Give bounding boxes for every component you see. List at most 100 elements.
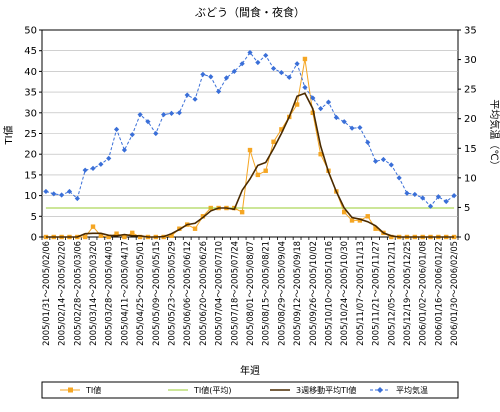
legend-label: 3週移動平均TI値	[296, 385, 356, 395]
x-tick-label: 2005/05/09～2005/05/15	[151, 241, 161, 346]
left-tick-label: 0	[31, 233, 37, 244]
temperature-point	[451, 193, 457, 199]
y-axis-right-label: 平均気温（℃）	[488, 99, 500, 170]
x-tick-label: 2005/11/21～2005/11/27	[371, 241, 381, 346]
x-tick-label: 2005/09/12～2005/09/18	[292, 241, 302, 346]
x-tick-label: 2005/08/29～2005/09/04	[276, 241, 286, 346]
ti-point	[341, 209, 347, 215]
right-tick-label: 30	[464, 55, 477, 66]
legend-box	[41, 381, 459, 399]
temperature-point	[239, 61, 245, 67]
right-tick-label: 10	[464, 173, 477, 184]
temperature-point	[113, 126, 120, 132]
ti-point	[200, 214, 206, 219]
x-tick-label: 2005/08/15～2005/08/21	[261, 241, 271, 346]
temperature-point	[294, 61, 300, 67]
ti-point	[279, 127, 284, 132]
temperature-point	[216, 88, 222, 95]
legend-items: TI値 TI値(平均) 3週移動平均TI値 平均気温	[60, 385, 428, 395]
temperature-point	[420, 195, 426, 201]
legend-label: 平均気温	[396, 385, 428, 395]
x-tick-label: 2005/01/31～2005/02/06	[41, 241, 51, 346]
temperature-point	[255, 59, 261, 66]
series-line-3-ti-	[45, 92, 455, 238]
x-tick-label: 2005/02/14～2005/02/20	[57, 241, 67, 346]
x-tick-label: 2005/02/28～2005/03/06	[72, 241, 82, 346]
temperature-point	[302, 84, 308, 90]
x-tick-label: 2005/06/20～2005/06/26	[198, 241, 208, 346]
x-tick-label: 2005/09/26～2005/10/02	[308, 241, 318, 346]
ti-point	[106, 234, 111, 240]
x-axis-ticks: 2005/01/31～2005/02/06 2005/02/14～2005/02/…	[41, 237, 459, 346]
ti-point	[365, 214, 370, 219]
temperature-point	[318, 106, 324, 112]
temperature-point	[443, 198, 449, 205]
temperature-point	[404, 190, 410, 196]
ti-point	[169, 233, 174, 238]
x-tick-label: 2005/06/06～2005/06/12	[182, 241, 192, 346]
temperature-point	[349, 125, 355, 131]
ti-point	[137, 234, 143, 240]
right-tick-label: 15	[464, 144, 477, 155]
x-tick-label: 2005/12/05～2005/12/11	[386, 241, 396, 346]
left-tick-label: 45	[24, 46, 37, 57]
temperature-point	[365, 139, 371, 145]
temperature-point	[357, 124, 363, 131]
x-tick-label: 2005/10/10～2005/10/16	[323, 241, 333, 346]
ti-point	[389, 234, 394, 240]
left-axis-ticks: 0 5 10 15 20 25 30 35 40 45 50	[24, 26, 42, 244]
temperature-point	[106, 155, 112, 161]
x-tick-label: 2005/03/14～2005/03/20	[88, 241, 98, 346]
ti-point	[130, 230, 135, 236]
legend-swatch-marker	[377, 387, 383, 393]
temperature-point	[161, 111, 167, 118]
left-tick-label: 40	[24, 67, 37, 78]
temperature-point	[43, 188, 49, 195]
ti-point	[122, 234, 127, 240]
y-axis-left-label: TI値	[2, 125, 15, 145]
x-tick-label: 2005/07/04～2005/07/10	[214, 241, 224, 346]
x-tick-label: 2005/08/01～2005/08/07	[245, 241, 255, 346]
temperature-point	[388, 162, 394, 168]
temperature-point	[184, 92, 190, 98]
x-tick-label: 2005/07/18～2005/07/24	[229, 241, 239, 346]
right-tick-label: 35	[464, 26, 477, 37]
x-tick-label: 2005/03/28～2005/04/03	[104, 241, 114, 346]
temperature-point	[412, 191, 418, 198]
legend: TI値 TI値(平均) 3週移動平均TI値 平均気温	[41, 381, 459, 399]
temperature-point	[427, 203, 434, 209]
temperature-point	[51, 191, 57, 197]
ti-point	[294, 102, 300, 107]
ti-point	[192, 226, 198, 231]
x-tick-label: 2006/01/30～2006/02/05	[449, 241, 459, 346]
ti-point	[271, 139, 276, 144]
ti-point	[263, 168, 268, 173]
temperature-point	[82, 167, 88, 173]
right-tick-label: 0	[464, 233, 470, 244]
chart-title: ぶどう（間食・夜食）	[195, 5, 305, 19]
temperature-point	[223, 75, 230, 81]
temperature-point	[59, 192, 65, 198]
left-tick-label: 10	[24, 191, 37, 202]
temperature-point	[396, 175, 402, 181]
ti-point	[90, 224, 96, 229]
temperature-point	[325, 99, 332, 105]
temperature-point	[278, 69, 284, 76]
legend-label: TI値(平均)	[193, 385, 232, 395]
left-tick-label: 35	[24, 88, 37, 99]
left-tick-label: 30	[24, 108, 37, 119]
x-tick-label: 2005/05/23～2005/05/29	[167, 241, 177, 346]
ti-point	[114, 231, 119, 236]
x-axis-label: 年週	[240, 364, 260, 377]
ti-point	[98, 233, 104, 238]
temperature-point	[168, 110, 175, 116]
temperature-point	[98, 161, 104, 167]
right-tick-label: 20	[464, 114, 477, 125]
x-tick-label: 2005/12/19～2005/12/25	[402, 241, 412, 346]
ti-point	[349, 218, 355, 223]
temperature-point	[435, 194, 441, 200]
temperature-point	[247, 49, 253, 56]
right-tick-label: 5	[464, 203, 470, 214]
ti-point	[82, 234, 88, 240]
